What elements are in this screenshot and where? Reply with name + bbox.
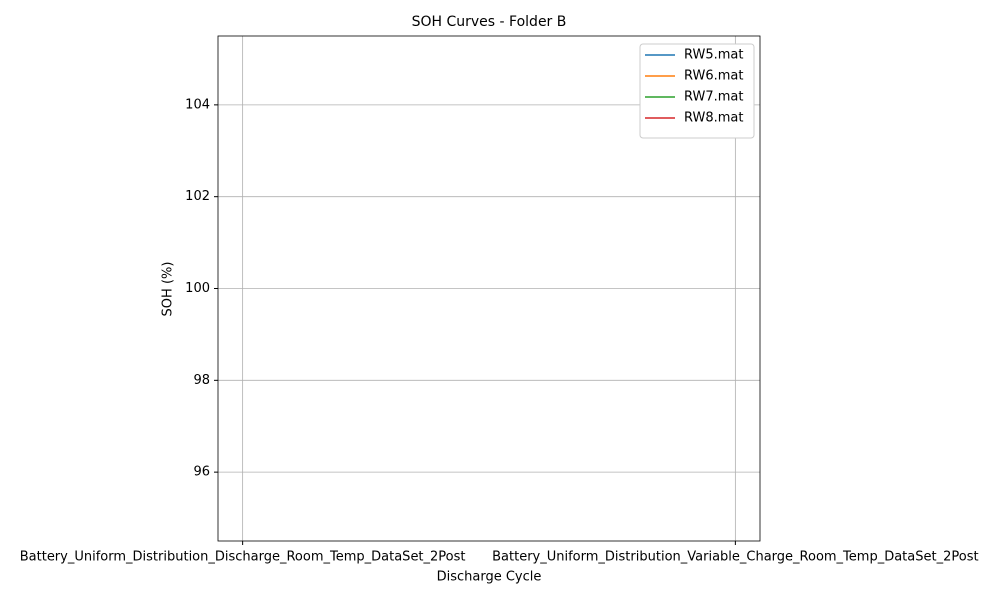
x-tick-label: Battery_Uniform_Distribution_Discharge_R… — [20, 550, 466, 565]
plot-frame — [217, 35, 761, 542]
y-axis-label: SOH (%) — [161, 262, 176, 317]
y-tick-label: 104 — [185, 97, 210, 112]
legend-label: RW6.mat — [684, 69, 744, 84]
x-tick-label: Battery_Uniform_Distribution_Variable_Ch… — [492, 550, 978, 565]
chart-title: SOH Curves - Folder B — [412, 14, 567, 30]
x-axis-label: Discharge Cycle — [437, 570, 542, 585]
y-tick-label: 98 — [193, 373, 210, 388]
legend-label: RW5.mat — [684, 48, 744, 63]
legend-label: RW8.mat — [684, 111, 744, 126]
y-tick-label: 96 — [193, 465, 210, 480]
y-tick-label: 102 — [185, 189, 210, 204]
y-tick-label: 100 — [185, 281, 210, 296]
legend-label: RW7.mat — [684, 90, 744, 105]
legend-box — [639, 43, 755, 139]
